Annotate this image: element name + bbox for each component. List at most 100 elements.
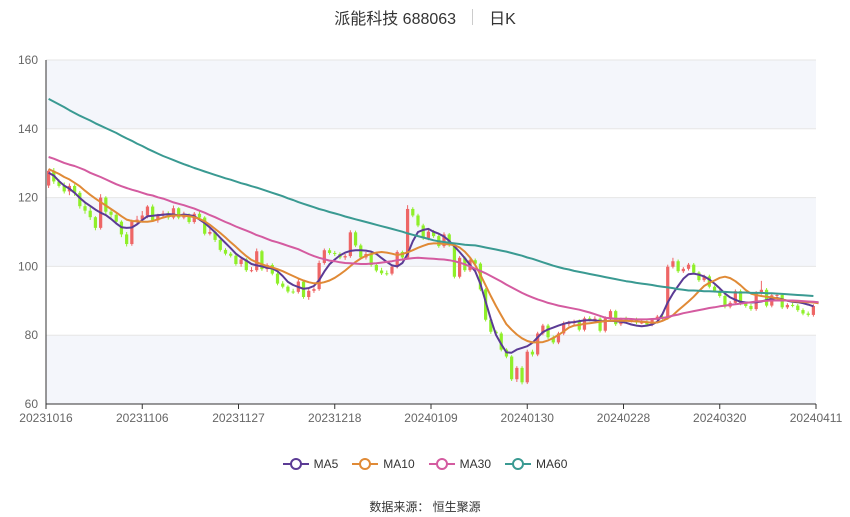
candle [458,256,462,279]
candle [603,316,607,333]
candle [171,205,176,220]
candle-body [374,265,378,271]
candle-body [197,213,202,218]
candle-body [796,305,800,311]
candle-body [510,356,514,380]
candle-body [307,290,311,298]
candle [359,243,363,260]
legend-label-ma30: MA30 [459,457,492,471]
candle [88,207,92,220]
candle [255,248,259,272]
candle-body [275,273,280,284]
legend-item-ma60[interactable]: MA60 [505,457,567,471]
x-tick-label: 20231218 [308,411,362,425]
ma10-legend-icon [352,458,379,470]
candle [510,355,514,381]
candle-body [801,310,805,314]
x-tick-label: 20240411 [790,411,843,425]
candle-body [114,214,118,222]
y-tick-label: 120 [18,191,38,205]
candle-body [499,333,503,350]
candle-body [530,351,535,355]
candle [218,238,222,252]
candle-body [775,294,779,296]
candle-body [78,192,82,207]
candle [499,331,503,352]
candle-body [666,266,670,318]
legend: MA5 MA10 MA30 MA60 [0,457,850,471]
candle-body [712,286,717,291]
candle-body [291,291,295,293]
candle [515,366,519,382]
candle-body [379,270,384,274]
legend-item-ma10[interactable]: MA10 [352,457,415,471]
candle-body [806,313,810,315]
candle [83,203,87,214]
candle-body [359,245,363,258]
candle [697,271,701,282]
candle-body [546,325,550,338]
candle-body [348,232,352,257]
candle [317,260,321,291]
legend-item-ma5[interactable]: MA5 [282,457,339,471]
candle-body [73,185,77,193]
candle [671,257,675,269]
candle [806,311,810,317]
legend-label-ma5: MA5 [313,457,339,471]
candle-body [255,251,259,271]
candle-body [541,325,545,334]
candle-body [640,322,644,324]
candle [93,216,98,231]
candle-body [442,234,446,247]
candle-body [421,225,425,239]
candle [546,323,550,339]
y-tick-label: 160 [18,53,38,67]
candle-body [426,231,431,239]
x-tick-label: 20231106 [116,411,169,425]
x-tick-label: 20240320 [693,411,747,425]
candle-body [62,185,66,192]
candle [520,366,524,385]
candle-body [723,295,727,307]
candle-body [671,261,675,267]
candle-body [83,206,87,211]
candle-body [333,252,337,255]
candle [416,213,420,228]
candle-body [203,217,207,234]
candle [790,302,795,308]
candle-body [317,262,321,290]
candle-body [515,367,519,380]
candle-body [93,217,98,228]
candle-body [785,304,789,308]
candle [749,303,753,311]
candle-body [88,210,92,218]
grid-band [46,335,816,404]
candle-body [593,318,597,320]
candle-body [140,215,144,220]
candle [78,191,82,209]
x-tick-label: 20240109 [404,411,458,425]
candle [411,207,415,218]
candle [312,287,316,293]
candle-body [353,232,358,246]
candle-body [562,323,566,334]
candle-body [608,311,613,319]
candle-body [645,322,649,325]
candle-body [431,231,436,237]
y-tick-label: 60 [25,397,39,411]
candlestick-chart: 60 80 100 120 140 160 20231016 20231106 20231127… [18,53,843,425]
candle-body [603,318,607,331]
candle-body [733,291,737,303]
candle [692,262,696,275]
data-source: 数据来源： 恒生聚源 [369,500,481,514]
candle [379,267,384,275]
candle-body [702,276,706,281]
candle [707,274,711,289]
legend-label-ma60: MA60 [536,457,568,471]
candle-body [286,286,290,292]
candle-body [489,319,493,332]
legend-label-ma10: MA10 [383,457,415,471]
legend-item-ma30[interactable]: MA30 [428,457,492,471]
candle [666,264,670,320]
chart-title: 派能科技 688063 日K [0,6,850,28]
